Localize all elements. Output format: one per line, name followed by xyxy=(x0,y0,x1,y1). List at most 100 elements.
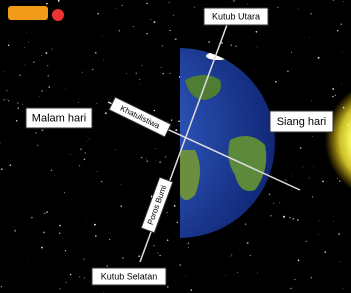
star xyxy=(277,40,278,41)
scene: Kutub Utara Malam hari Siang hari Khatul… xyxy=(0,0,351,293)
star xyxy=(167,286,169,288)
star xyxy=(167,240,168,241)
star xyxy=(167,121,168,122)
star xyxy=(257,273,258,274)
star xyxy=(82,72,83,73)
star xyxy=(173,15,174,16)
star xyxy=(95,235,97,237)
logo-icon xyxy=(52,9,64,21)
star xyxy=(48,86,50,88)
star xyxy=(37,145,38,146)
star xyxy=(87,141,88,142)
logo xyxy=(8,6,48,20)
star xyxy=(25,65,26,66)
star xyxy=(121,206,122,207)
star xyxy=(154,110,155,111)
star xyxy=(89,139,90,140)
star xyxy=(332,88,334,90)
star xyxy=(102,36,103,37)
star xyxy=(247,4,248,5)
star xyxy=(51,170,52,171)
star xyxy=(161,67,162,68)
star xyxy=(8,45,10,47)
star xyxy=(217,29,218,30)
star xyxy=(43,231,45,233)
star xyxy=(171,119,172,120)
star xyxy=(177,222,178,223)
star xyxy=(138,255,140,257)
star xyxy=(175,38,177,40)
star xyxy=(155,148,156,149)
star xyxy=(297,219,298,220)
star xyxy=(46,211,47,212)
star xyxy=(105,112,107,114)
star xyxy=(270,215,272,217)
star xyxy=(119,30,121,32)
star xyxy=(48,75,50,77)
star xyxy=(233,0,234,1)
star xyxy=(179,264,181,266)
star xyxy=(154,21,156,23)
south-pole-label: Kutub Selatan xyxy=(101,271,158,281)
star xyxy=(80,148,82,150)
star xyxy=(289,217,290,218)
star xyxy=(146,3,147,4)
star xyxy=(342,52,343,53)
star xyxy=(1,168,3,170)
star xyxy=(341,83,342,84)
star xyxy=(277,7,278,8)
star xyxy=(4,72,5,73)
star xyxy=(41,247,43,249)
night-label: Malam hari xyxy=(32,112,86,124)
star xyxy=(115,149,116,150)
star xyxy=(59,233,60,234)
star xyxy=(58,0,60,2)
star xyxy=(257,47,258,48)
star xyxy=(65,89,66,90)
star xyxy=(109,239,110,240)
star xyxy=(194,7,195,8)
star xyxy=(28,42,29,43)
star xyxy=(3,99,5,101)
star xyxy=(153,245,154,246)
star xyxy=(174,205,176,207)
star xyxy=(250,255,251,256)
star xyxy=(343,288,344,289)
star xyxy=(313,166,314,167)
star xyxy=(287,70,289,72)
star xyxy=(70,154,71,155)
star xyxy=(85,152,86,153)
star xyxy=(146,160,148,162)
star xyxy=(309,38,310,39)
star xyxy=(343,1,344,2)
star xyxy=(79,165,80,166)
star xyxy=(16,120,18,122)
star xyxy=(191,289,192,290)
star xyxy=(22,104,23,105)
star xyxy=(35,132,37,134)
star xyxy=(338,233,340,235)
star xyxy=(139,83,140,84)
star xyxy=(79,276,80,277)
star xyxy=(319,220,320,221)
star xyxy=(96,103,97,104)
star xyxy=(27,258,28,259)
star xyxy=(318,57,320,59)
star xyxy=(121,184,122,185)
star xyxy=(159,161,161,163)
star xyxy=(84,159,86,161)
star xyxy=(291,176,292,177)
star xyxy=(333,221,334,222)
star xyxy=(298,260,300,262)
star xyxy=(41,129,43,131)
star xyxy=(302,166,303,167)
star xyxy=(178,120,180,122)
star xyxy=(339,180,340,181)
star xyxy=(84,278,85,279)
star xyxy=(146,158,147,159)
star xyxy=(52,49,53,50)
star xyxy=(42,90,43,91)
star xyxy=(235,46,236,47)
star xyxy=(26,32,27,33)
star xyxy=(10,164,12,166)
